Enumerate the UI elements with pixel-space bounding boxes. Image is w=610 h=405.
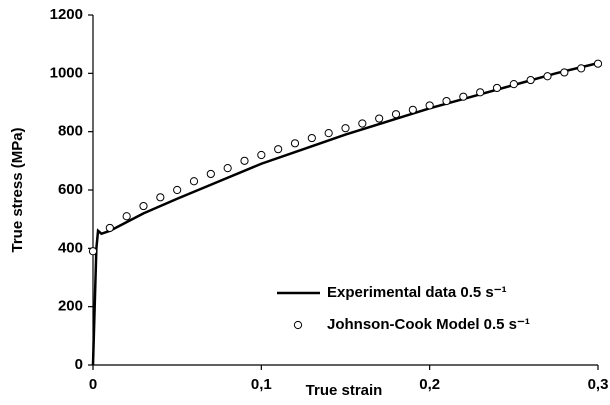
- x-tick-label: 0: [89, 376, 97, 393]
- data-point: [543, 72, 552, 81]
- data-point: [173, 185, 182, 195]
- data-point: [240, 156, 249, 165]
- data-point: [324, 129, 333, 138]
- data-point: [139, 201, 148, 211]
- data-point: [341, 124, 350, 133]
- data-point: [274, 145, 283, 154]
- data-point: [509, 80, 518, 89]
- x-tick-label: 0,3: [588, 376, 609, 393]
- data-point: [476, 88, 485, 97]
- data-point: [425, 101, 434, 110]
- y-tick-label: 800: [58, 123, 83, 140]
- y-tick-label: 400: [58, 239, 83, 256]
- legend-label: Experimental data 0.5 s⁻¹: [327, 284, 507, 301]
- data-point: [206, 169, 215, 179]
- data-point: [88, 247, 98, 256]
- data-point: [375, 114, 384, 123]
- data-point: [290, 139, 300, 148]
- y-tick-label: 600: [58, 181, 83, 198]
- y-axis-label: True stress (MPa): [9, 127, 26, 252]
- data-point: [526, 75, 535, 85]
- y-tick-label: 200: [58, 298, 83, 315]
- data-point: [156, 193, 165, 202]
- data-point: [560, 68, 569, 77]
- data-point: [391, 110, 401, 119]
- data-point: [307, 133, 316, 143]
- legend-marker: [293, 320, 303, 330]
- legend-label: Johnson-Cook Model 0.5 s⁻¹: [327, 316, 530, 333]
- data-point: [577, 64, 586, 73]
- data-point: [105, 223, 114, 233]
- data-point: [122, 212, 131, 221]
- data-point: [408, 105, 417, 114]
- data-point: [459, 92, 468, 101]
- y-tick-label: 1200: [50, 6, 83, 23]
- data-point: [442, 96, 451, 106]
- y-tick-label: 1000: [50, 64, 83, 81]
- data-point: [492, 83, 502, 93]
- data-point: [189, 177, 199, 186]
- x-tick-label: 0,2: [419, 376, 440, 393]
- x-axis-label: True strain: [306, 382, 383, 399]
- x-tick-label: 0,1: [251, 376, 272, 393]
- data-point: [223, 164, 232, 173]
- data-point: [358, 119, 367, 128]
- y-tick-label: 0: [75, 356, 83, 373]
- data-point: [593, 59, 603, 68]
- data-point: [257, 150, 266, 160]
